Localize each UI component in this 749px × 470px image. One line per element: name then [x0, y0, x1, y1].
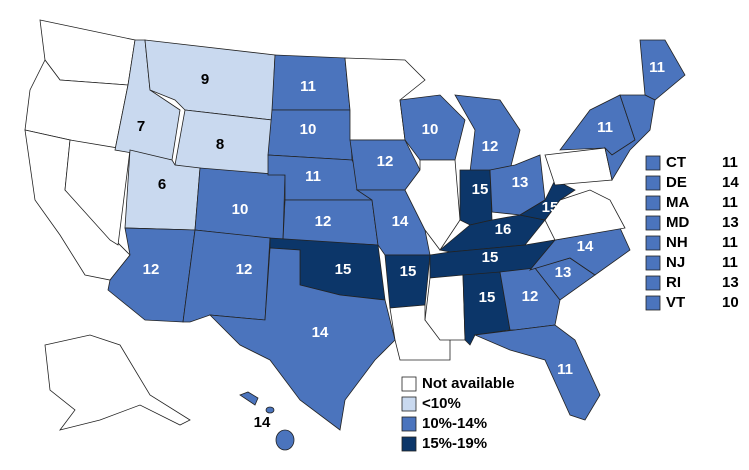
- state-region: [454, 94, 521, 173]
- state-value: 13: [555, 264, 572, 281]
- legend-swatch: [401, 376, 417, 392]
- state-value: 12: [143, 261, 160, 278]
- legend-swatch: [645, 295, 661, 311]
- state-value: 15: [542, 199, 559, 216]
- legend-swatch: [401, 436, 417, 452]
- state-value: 11: [557, 361, 573, 378]
- legend-label: 15%-19%: [422, 435, 487, 452]
- state-value: 11: [649, 59, 665, 76]
- legend-swatch: [401, 416, 417, 432]
- state-region: [239, 391, 259, 406]
- state-abbr: NJ: [666, 254, 685, 271]
- legend-swatch: [645, 255, 661, 271]
- state-value: 11: [722, 194, 738, 211]
- state-value: 12: [236, 261, 253, 278]
- state-region: [182, 229, 271, 323]
- legend-swatch: [401, 396, 417, 412]
- state-abbr: MA: [666, 194, 689, 211]
- state-region: [208, 247, 396, 431]
- state-value: 12: [377, 153, 394, 170]
- state-value: 11: [305, 168, 321, 185]
- state-value: 10: [422, 121, 439, 138]
- island: [265, 406, 275, 414]
- state-value: 16: [495, 221, 512, 238]
- state-value: 12: [522, 288, 539, 305]
- state-value: 15: [479, 289, 496, 306]
- legend-label: 10%-14%: [422, 415, 487, 432]
- state-value: 15: [472, 181, 489, 198]
- state-value: 13: [722, 274, 739, 291]
- state-value: 14: [254, 414, 271, 431]
- state-region: [604, 94, 656, 182]
- island: [275, 429, 295, 451]
- state-value: 13: [722, 214, 739, 231]
- state-abbr: RI: [666, 274, 681, 291]
- legend-swatch: [645, 155, 661, 171]
- legend-label: Not available: [422, 375, 515, 392]
- state-value: 10: [300, 121, 317, 138]
- legend-swatch: [645, 275, 661, 291]
- state-abbr: NH: [666, 234, 688, 251]
- legend-swatch: [645, 215, 661, 231]
- legend-swatch: [645, 175, 661, 191]
- state-value: 11: [722, 154, 738, 171]
- legend-swatch: [645, 235, 661, 251]
- state-region: [639, 39, 686, 101]
- state-value: 11: [597, 119, 613, 136]
- state-value: 14: [722, 174, 739, 191]
- state-value: 14: [312, 324, 329, 341]
- state-value: 14: [392, 213, 409, 230]
- state-abbr: MD: [666, 214, 689, 231]
- state-value: 11: [722, 254, 738, 271]
- state-value: 11: [300, 78, 316, 95]
- legend-swatch: [645, 195, 661, 211]
- legend-label: <10%: [422, 395, 461, 412]
- state-value: 15: [335, 261, 352, 278]
- state-value: 12: [482, 138, 499, 155]
- state-value: 10: [722, 294, 739, 311]
- state-value: 12: [315, 213, 332, 230]
- state-region: [518, 179, 576, 221]
- state-value: 6: [158, 176, 166, 193]
- state-value: 10: [232, 201, 249, 218]
- state-value: 7: [137, 118, 145, 135]
- state-region: [389, 304, 451, 361]
- state-value: 14: [577, 238, 594, 255]
- state-value: 8: [216, 136, 224, 153]
- state-value: 15: [400, 263, 417, 280]
- state-abbr: CT: [666, 154, 686, 171]
- state-region: [404, 159, 461, 251]
- state-value: 9: [201, 71, 209, 88]
- state-abbr: VT: [666, 294, 685, 311]
- state-value: 13: [512, 174, 529, 191]
- state-value: 15: [482, 249, 499, 266]
- state-value: 11: [722, 234, 738, 251]
- state-region: [544, 147, 613, 186]
- state-region: [44, 334, 191, 431]
- state-abbr: DE: [666, 174, 687, 191]
- state-region: [473, 324, 601, 421]
- state-region: [424, 274, 466, 341]
